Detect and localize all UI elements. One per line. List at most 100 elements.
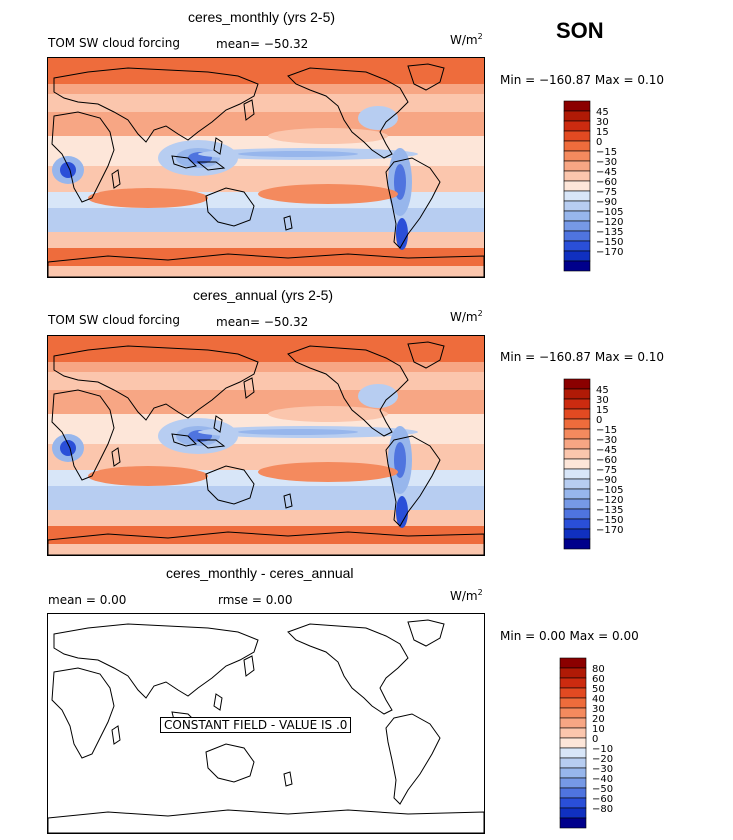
colorbar-swatch [563, 398, 591, 410]
colorbar-level-label: −75 [596, 187, 617, 198]
colorbar-level-label: −45 [596, 167, 617, 178]
colorbar-swatch [563, 518, 591, 530]
colorbar-swatch [563, 408, 591, 420]
panel-1-colorbar: 45 30 15 0 −15 −30 −45 −60 −75 −90 −105 −120 −135 −15… [563, 100, 643, 279]
colorbar-level-label: −20 [592, 754, 613, 765]
colorbar-swatch [563, 170, 591, 182]
colorbar-level-label: −15 [596, 147, 617, 158]
colorbar-level-label: 20 [592, 714, 605, 725]
colorbar-level-label: −150 [596, 515, 623, 526]
colorbar-level-label: −170 [596, 525, 623, 536]
colorbar-swatch [559, 807, 587, 819]
panel-1-minmax: Min = −160.87 Max = 0.10 [500, 73, 665, 87]
colorbar-level-label: −135 [596, 227, 623, 238]
colorbar-level-label: 45 [596, 385, 609, 396]
panel-3-title: ceres_monthly - ceres_annual [166, 565, 354, 581]
colorbar-level-label: 40 [592, 694, 605, 705]
colorbar-swatch [559, 717, 587, 729]
colorbar-swatch [559, 727, 587, 739]
colorbar-swatch [563, 130, 591, 142]
season-label: SON [556, 18, 604, 43]
constant-field-label: CONSTANT FIELD - VALUE IS .0 [160, 717, 352, 733]
colorbar-swatch [559, 797, 587, 809]
colorbar-level-label: −30 [596, 435, 617, 446]
colorbar-swatch [563, 150, 591, 162]
colorbar-level-label: 30 [592, 704, 605, 715]
colorbar-level-label: −90 [596, 197, 617, 208]
colorbar-level-label: 15 [596, 127, 609, 138]
colorbar-swatch [559, 687, 587, 699]
panel-2-minmax: Min = −160.87 Max = 0.10 [500, 350, 665, 364]
colorbar-level-label: −170 [596, 247, 623, 258]
colorbar-swatch [563, 140, 591, 152]
panel-2-map [47, 335, 485, 556]
colorbar-level-label: 30 [596, 395, 609, 406]
colorbar-level-label: 10 [592, 724, 605, 735]
colorbar-swatch [563, 428, 591, 440]
colorbar-swatch [563, 120, 591, 132]
colorbar-swatch [563, 110, 591, 122]
colorbar-swatch [559, 707, 587, 719]
colorbar-level-label: −150 [596, 237, 623, 248]
colorbar-swatch [559, 757, 587, 769]
panel-2-variable: TOM SW cloud forcing [48, 313, 180, 327]
colorbar-swatch [563, 190, 591, 202]
colorbar-level-label: −45 [596, 445, 617, 456]
panel-1-map [47, 57, 485, 278]
colorbar-level-label: −60 [592, 794, 613, 805]
panel-2-field [48, 336, 484, 555]
colorbar-level-label: 60 [592, 674, 605, 685]
colorbar-level-label: −135 [596, 505, 623, 516]
colorbar-level-label: −105 [596, 207, 623, 218]
colorbar-swatch [559, 767, 587, 779]
panel-1-field [48, 58, 484, 277]
colorbar-swatch [563, 508, 591, 520]
colorbar-swatch [563, 448, 591, 460]
colorbar-level-label: −105 [596, 485, 623, 496]
colorbar-swatch [559, 747, 587, 759]
colorbar-swatch [563, 100, 591, 112]
panel-1-mean: mean= −50.32 [216, 37, 309, 51]
colorbar-level-label: −60 [596, 455, 617, 466]
colorbar-swatch [559, 817, 587, 829]
colorbar-swatch [563, 498, 591, 510]
colorbar-level-label: 80 [592, 664, 605, 675]
colorbar-swatch [563, 378, 591, 390]
colorbar-level-label: −80 [592, 804, 613, 815]
colorbar-level-label: 50 [592, 684, 605, 695]
colorbar-swatch [563, 240, 591, 252]
colorbar-swatch [559, 657, 587, 669]
panel-3-mean: mean = 0.00 [48, 593, 127, 607]
colorbar-level-label: −120 [596, 217, 623, 228]
panel-2-colorbar: 45 30 15 0 −15 −30 −45 −60 −75 −90 −105 −120 −135 −15… [563, 378, 643, 557]
colorbar-level-label: −30 [596, 157, 617, 168]
panel-3-rmse: rmse = 0.00 [218, 593, 293, 607]
colorbar-level-label: −120 [596, 495, 623, 506]
colorbar-swatch [563, 458, 591, 470]
panel-2-mean: mean= −50.32 [216, 315, 309, 329]
colorbar-swatch [563, 438, 591, 450]
colorbar-swatch [563, 200, 591, 212]
panel-2-units: W/m2 [450, 309, 483, 324]
colorbar-swatch [559, 777, 587, 789]
colorbar-level-label: −60 [596, 177, 617, 188]
colorbar-swatch [563, 260, 591, 272]
colorbar-level-label: −90 [596, 475, 617, 486]
colorbar-swatch [563, 220, 591, 232]
panel-1-units: W/m2 [450, 32, 483, 47]
colorbar-swatch [563, 418, 591, 430]
colorbar-swatch [563, 230, 591, 242]
colorbar-level-label: 0 [596, 415, 602, 426]
panel-1-variable: TOM SW cloud forcing [48, 36, 180, 50]
panel-1-title: ceres_monthly (yrs 2-5) [188, 9, 336, 25]
colorbar-swatch [559, 677, 587, 689]
colorbar-swatch [563, 160, 591, 172]
colorbar-swatch [563, 538, 591, 550]
colorbar-level-label: 15 [596, 405, 609, 416]
colorbar-level-label: −40 [592, 774, 613, 785]
colorbar-swatch [563, 210, 591, 222]
colorbar-swatch [563, 528, 591, 540]
panel-3-units: W/m2 [450, 588, 483, 603]
colorbar-swatch [563, 478, 591, 490]
colorbar-level-label: 0 [596, 137, 602, 148]
